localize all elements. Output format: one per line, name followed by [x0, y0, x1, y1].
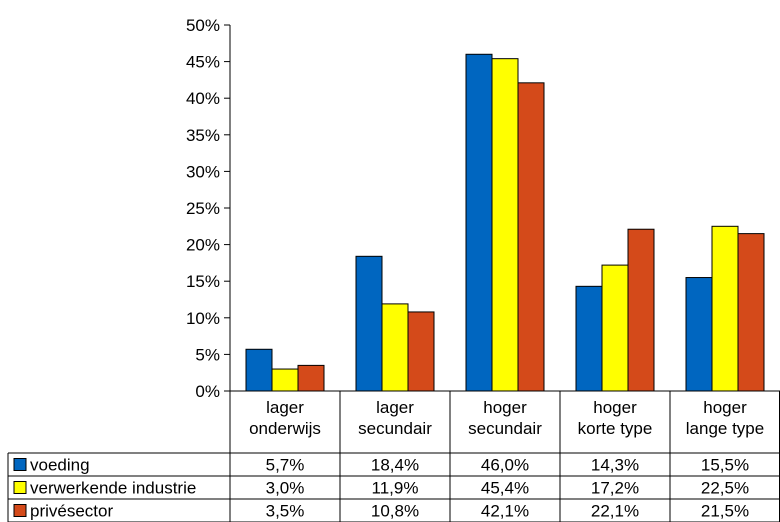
bar [627, 228, 655, 392]
bar [381, 303, 409, 392]
data-label: 45,4% [481, 479, 529, 498]
data-label: 14,3% [591, 456, 639, 475]
data-label: 3,5% [266, 502, 305, 521]
axis-layer: 0% 5% 10% 15% 20% 25% 30% 35% 40% 45% 50% [186, 16, 231, 401]
bar [491, 58, 519, 392]
x-tick-label: secundair [468, 419, 542, 438]
y-tick-label: 10% [186, 309, 220, 328]
y-tick-label: 45% [186, 53, 220, 72]
y-tick-label: 5% [195, 345, 220, 364]
data-label: 42,1% [481, 502, 529, 521]
bar [575, 285, 603, 392]
x-tick-label: korte type [578, 419, 653, 438]
legend-swatch [13, 458, 27, 471]
y-tick-label: 35% [186, 126, 220, 145]
legend-label: verwerkende industrie [30, 479, 196, 498]
bar [297, 364, 325, 392]
bar [407, 311, 435, 392]
x-tick-label: onderwijs [249, 419, 321, 438]
bar [465, 53, 493, 392]
y-tick-label: 30% [186, 162, 220, 181]
x-tick-label: hoger [593, 398, 637, 417]
bar [355, 255, 383, 392]
bar [737, 233, 765, 392]
data-label: 18,4% [371, 456, 419, 475]
y-tick-label: 50% [186, 16, 220, 35]
bar [271, 368, 299, 392]
x-tick-label: secundair [358, 419, 432, 438]
bars-layer [245, 53, 765, 392]
data-label: 22,5% [701, 479, 749, 498]
data-table: lager onderwijs lager secundair hoger secunda… [7, 390, 780, 522]
x-tick-label: lange type [686, 419, 764, 438]
x-tick-label: lager [266, 398, 304, 417]
data-label: 3,0% [266, 479, 305, 498]
bar [245, 348, 273, 392]
y-tick-label: 15% [186, 272, 220, 291]
y-tick-label: 40% [186, 89, 220, 108]
x-tick-label: lager [376, 398, 414, 417]
legend-label: voeding [30, 456, 90, 475]
y-tick-label: 20% [186, 236, 220, 255]
legend-label: privésector [30, 502, 113, 521]
data-label: 22,1% [591, 502, 639, 521]
data-label: 15,5% [701, 456, 749, 475]
bar [711, 225, 739, 392]
data-label: 11,9% [372, 479, 419, 498]
data-label: 10,8% [371, 502, 419, 521]
y-tick-label: 25% [186, 199, 220, 218]
bar [685, 277, 713, 392]
x-tick-label: hoger [483, 398, 527, 417]
x-tick-label: hoger [703, 398, 747, 417]
y-tick-label: 0% [195, 382, 220, 401]
legend-swatch [13, 504, 27, 517]
data-label: 46,0% [481, 456, 529, 475]
bar [517, 82, 545, 392]
data-label: 21,5% [701, 502, 749, 521]
legend-swatch [13, 481, 27, 494]
data-label: 5,7% [266, 456, 305, 475]
bar [601, 264, 629, 392]
data-label: 17,2% [591, 479, 639, 498]
